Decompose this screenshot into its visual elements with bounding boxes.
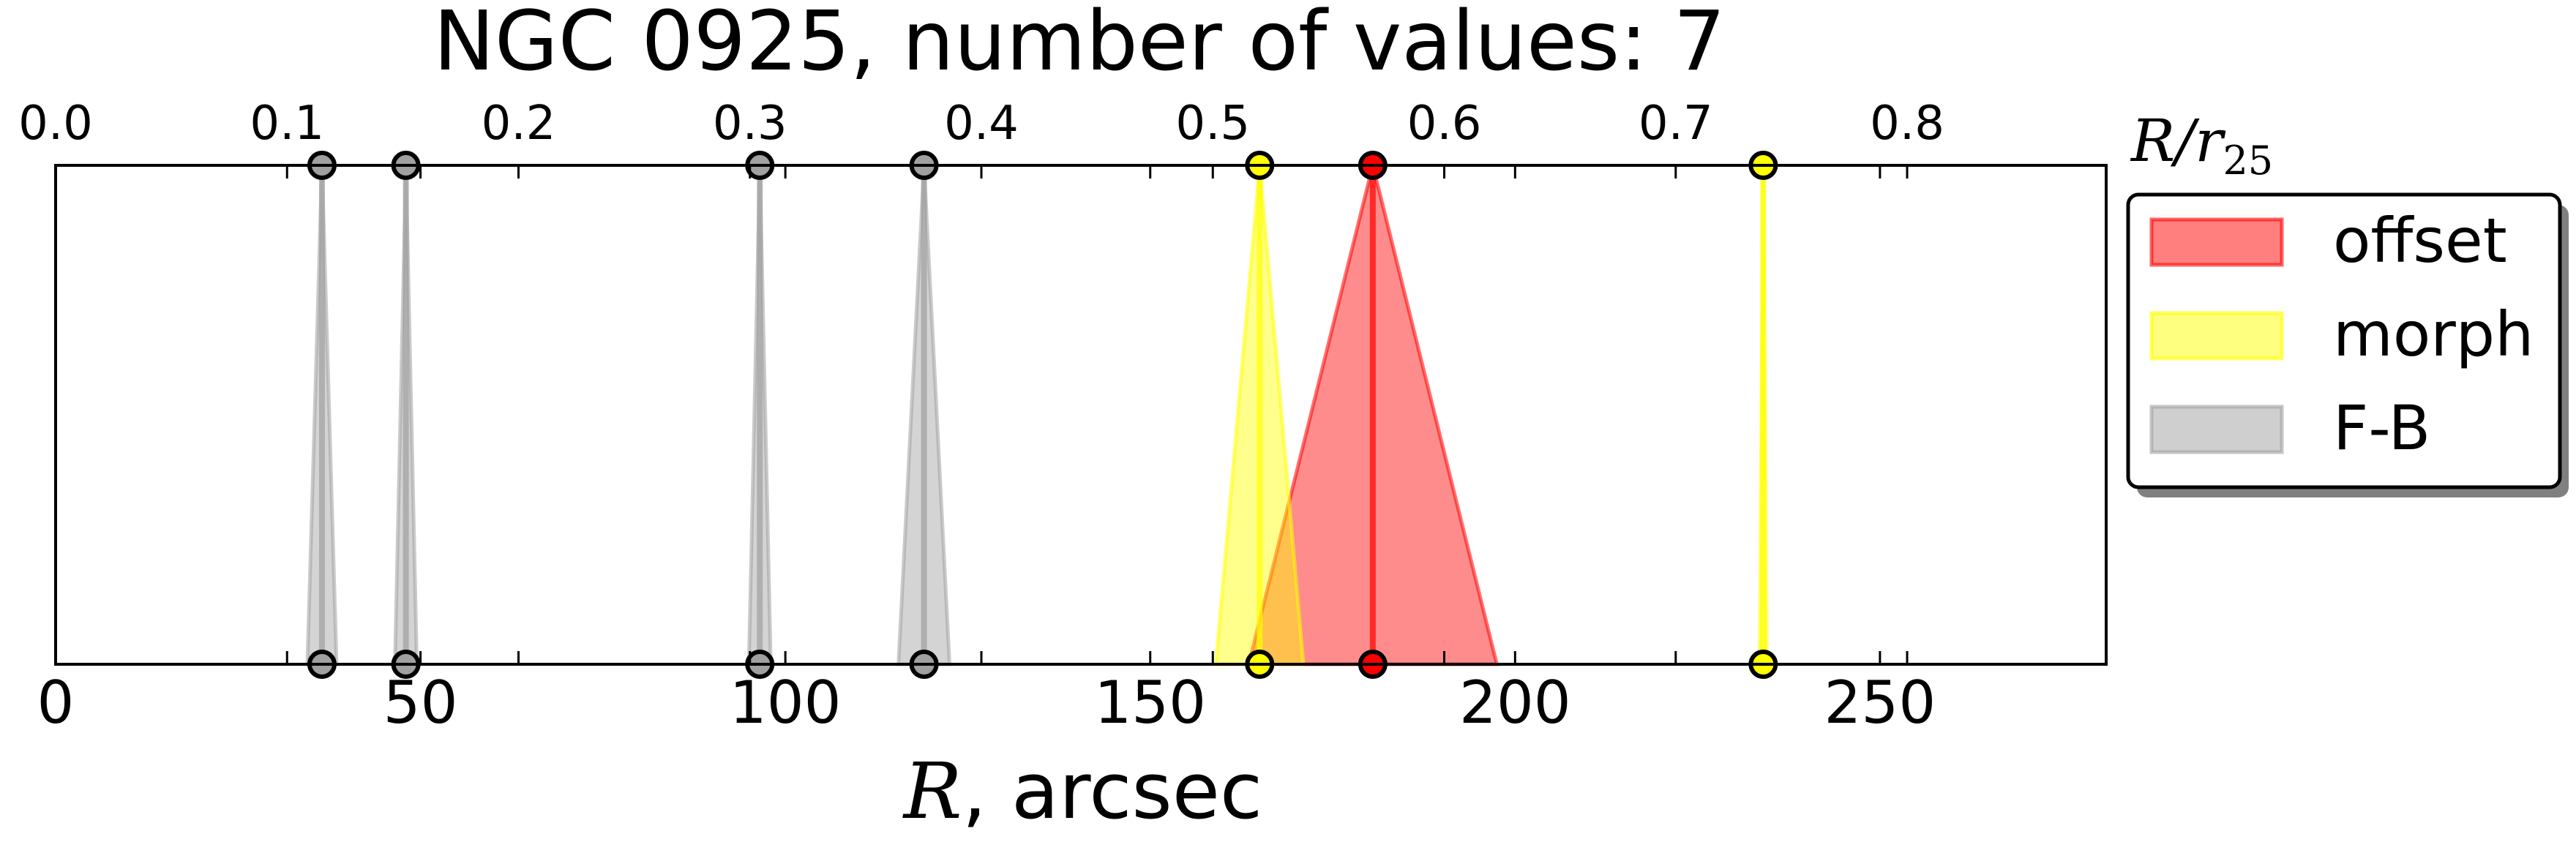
legend-swatch-morph — [2149, 311, 2284, 361]
chart-title: NGC 0925, number of values: 7 — [433, 0, 1726, 89]
x-axis-label: R, arcsec — [902, 746, 1262, 836]
bottom-tick-label-250: 250 — [1824, 669, 1936, 737]
legend: offset morph F-B — [2126, 192, 2569, 497]
top-tick-label-1: 0.1 — [250, 97, 324, 151]
bottom-tick-label-0: 0 — [37, 669, 75, 737]
top-axis-label-main: R/r — [2130, 107, 2226, 175]
top-tick-label-6: 0.6 — [1407, 97, 1482, 151]
top-tick-label-4: 0.4 — [944, 97, 1019, 151]
top-axis-label-sub: 25 — [2223, 138, 2273, 184]
top-tick-label-0: 0.0 — [18, 97, 93, 151]
legend-label-f-b: F-B — [2333, 392, 2430, 464]
x-axis-label-var: R — [902, 746, 962, 836]
top-tick-label-2: 0.2 — [482, 97, 556, 151]
legend-label-morph: morph — [2333, 298, 2534, 370]
legend-swatch-f-b — [2149, 405, 2284, 454]
x-axis-label-rest: , arcsec — [962, 746, 1263, 836]
bottom-tick-label-50: 50 — [383, 669, 458, 737]
top-axis-label: R/r25 — [2130, 107, 2273, 184]
top-tick-label-7: 0.7 — [1639, 97, 1713, 151]
top-tick-label-5: 0.5 — [1175, 97, 1250, 151]
bottom-tick-label-150: 150 — [1094, 669, 1206, 737]
plot-marks — [305, 151, 1778, 679]
bottom-tick-label-100: 100 — [730, 669, 842, 737]
top-axis: 0.0 0.1 0.2 0.3 0.4 0.5 0.6 0.7 0.8 — [18, 97, 1944, 664]
plot-frame — [54, 164, 2108, 666]
legend-swatch-offset — [2149, 217, 2284, 267]
top-tick-label-8: 0.8 — [1870, 97, 1944, 151]
legend-entries: offset morph F-B — [2149, 205, 2534, 464]
legend-label-offset: offset — [2333, 205, 2507, 277]
bottom-axis: 0 50 100 150 200 250 — [37, 165, 1936, 737]
bottom-tick-label-200: 200 — [1459, 669, 1571, 737]
top-tick-label-3: 0.3 — [713, 97, 787, 151]
